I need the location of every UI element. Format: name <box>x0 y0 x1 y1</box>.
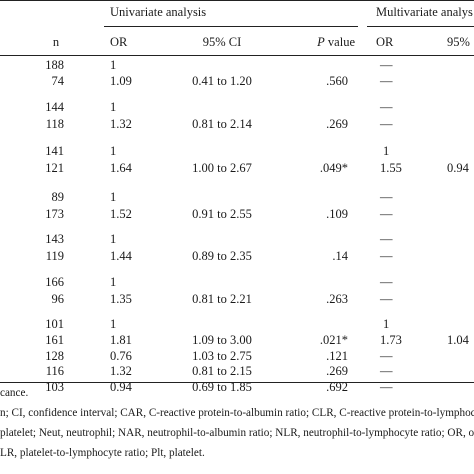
cell-95ci: 1.00 to 2.67 <box>192 161 252 175</box>
cell-n: 128 <box>45 349 64 363</box>
cell-or: 1.81 <box>110 333 132 347</box>
cell-p-value: .269 <box>326 117 348 131</box>
col-header-or: OR <box>110 35 128 49</box>
cell-p-value: .14 <box>332 249 348 263</box>
cell-n: 161 <box>45 333 64 347</box>
cell-or: 1 <box>110 58 117 72</box>
cell-n: 144 <box>45 100 64 114</box>
cell-n: 119 <box>45 249 64 263</box>
cell-multi-or: — <box>380 190 393 204</box>
cell-multi-or: — <box>380 292 393 306</box>
cell-n: 103 <box>45 380 64 394</box>
cell-or: 1.32 <box>110 364 132 378</box>
cell-or: 0.94 <box>110 380 132 394</box>
cell-multi-or: — <box>380 58 393 72</box>
col-header-multi-95: 95% <box>447 35 470 49</box>
cell-n: 96 <box>51 292 65 306</box>
cell-or: 1 <box>110 275 117 289</box>
cell-p-value: .121 <box>326 349 348 363</box>
cell-95ci: 0.69 to 1.85 <box>192 380 252 394</box>
p-rest: value <box>324 35 355 49</box>
col-header-multi-or: OR <box>376 35 394 49</box>
cell-95ci: 0.91 to 2.55 <box>192 207 252 221</box>
cell-n: 166 <box>45 275 64 289</box>
cell-multi-or: — <box>380 117 393 131</box>
cell-95ci: 0.81 to 2.14 <box>192 117 252 131</box>
footnote-3: platelet; Neut, neutrophil; NAR, neutrop… <box>0 427 474 439</box>
col-header-n: n <box>52 35 60 49</box>
col-header-95ci: 95% CI <box>202 35 242 49</box>
cell-or: 1.32 <box>110 117 132 131</box>
cell-95ci: 0.81 to 2.15 <box>192 364 252 378</box>
cell-n: 74 <box>51 74 65 88</box>
header-bottom-rule <box>0 55 474 56</box>
header-univariate: Univariate analysis <box>110 5 207 19</box>
cell-multi-or: 1 <box>383 317 390 331</box>
cell-or: 1 <box>110 232 117 246</box>
cell-95ci: 0.41 to 1.20 <box>192 74 252 88</box>
cell-n: 188 <box>45 58 64 72</box>
cell-or: 1 <box>110 100 117 114</box>
table-top-rule <box>0 0 474 1</box>
cell-multi-or: 1 <box>383 144 390 158</box>
table-bottom-rule <box>0 382 474 383</box>
cell-p-value: .049* <box>319 161 348 175</box>
cell-or: 1.64 <box>110 161 132 175</box>
cell-p-value: .263 <box>326 292 348 306</box>
cell-95ci: 1.03 to 2.75 <box>192 349 252 363</box>
multivariate-group-rule <box>367 26 474 27</box>
cell-p-value: .021* <box>319 333 348 347</box>
cell-multi-or: — <box>380 207 393 221</box>
header-multivariate: Multivariate analys <box>376 5 473 19</box>
univariate-group-rule <box>104 26 358 27</box>
cell-or: 1.52 <box>110 207 132 221</box>
cell-n: 101 <box>45 317 64 331</box>
cell-or: 1.44 <box>110 249 132 263</box>
cell-multi-95ci: 0.94 <box>447 161 469 175</box>
cell-multi-or: 1.73 <box>380 333 402 347</box>
cell-multi-or: — <box>380 275 393 289</box>
cell-95ci: 0.81 to 2.21 <box>192 292 252 306</box>
col-header-p-value: P value <box>317 35 355 49</box>
cell-p-value: .692 <box>326 380 348 394</box>
cell-or: 0.76 <box>110 349 132 363</box>
cell-multi-95ci: 1.04 <box>447 333 469 347</box>
cell-n: 116 <box>45 364 64 378</box>
cell-n: 89 <box>51 190 65 204</box>
cell-95ci: 1.09 to 3.00 <box>192 333 252 347</box>
cell-multi-or: — <box>380 249 393 263</box>
cell-n: 118 <box>45 117 64 131</box>
cell-multi-or: — <box>380 349 393 363</box>
cell-p-value: .109 <box>326 207 348 221</box>
cell-or: 1.09 <box>110 74 132 88</box>
cell-or: 1 <box>110 190 117 204</box>
cell-95ci: 0.89 to 2.35 <box>192 249 252 263</box>
cell-multi-or: — <box>380 364 393 378</box>
cell-n: 143 <box>45 232 64 246</box>
cell-p-value: .560 <box>326 74 348 88</box>
cell-n: 173 <box>45 207 64 221</box>
cell-or: 1.35 <box>110 292 132 306</box>
cell-n: 121 <box>45 161 64 175</box>
cell-multi-or: 1.55 <box>380 161 402 175</box>
cell-multi-or: — <box>380 74 393 88</box>
cell-multi-or: — <box>380 232 393 246</box>
footnote-4: LR, platelet-to-lymphocyte ratio; Plt, p… <box>0 447 205 459</box>
cell-or: 1 <box>110 317 117 331</box>
cell-p-value: .269 <box>326 364 348 378</box>
cell-n: 141 <box>45 144 64 158</box>
cell-or: 1 <box>110 144 117 158</box>
footnote-2: n; CI, confidence interval; CAR, C-react… <box>0 407 474 419</box>
cell-multi-or: — <box>380 380 393 394</box>
footnote-1: cance. <box>0 387 29 399</box>
p-italic: P <box>317 35 325 49</box>
cell-multi-or: — <box>380 100 393 114</box>
